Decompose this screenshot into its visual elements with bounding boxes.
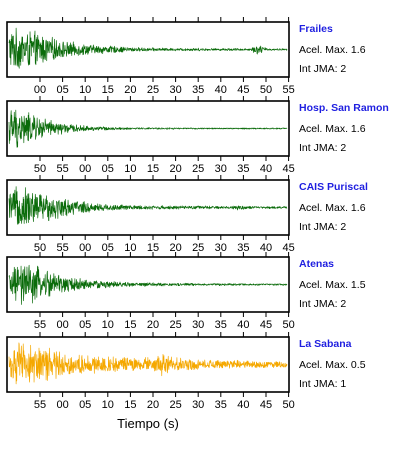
x-tick-label: 05 <box>102 163 114 175</box>
x-tick-label: 25 <box>169 319 181 331</box>
x-tick-label: 10 <box>124 242 136 254</box>
x-tick-label: 50 <box>282 399 294 411</box>
x-tick-label: 30 <box>192 319 204 331</box>
x-tick-label: 25 <box>147 84 159 96</box>
x-tick-label: 55 <box>282 84 294 96</box>
jma-intensity-label: Int JMA: 2 <box>299 63 346 75</box>
waveform-trace <box>8 27 288 69</box>
max-acceleration-label: Acel. Max. 1.6 <box>299 123 366 135</box>
x-tick-label: 40 <box>237 319 249 331</box>
x-tick-label: 55 <box>34 399 46 411</box>
x-tick-label: 00 <box>34 84 46 96</box>
x-tick-label: 05 <box>79 399 91 411</box>
x-tick-label: 30 <box>169 84 181 96</box>
station-panel: 55 00 05 10 15 20 25 30 35 40 45 50 La Sabana Acel. M… <box>6 332 366 411</box>
x-tick-label: 25 <box>169 399 181 411</box>
x-tick-label: 35 <box>237 242 249 254</box>
jma-intensity-label: Int JMA: 2 <box>299 298 346 310</box>
waveform-trace <box>8 264 288 305</box>
x-tick-label: 30 <box>215 163 227 175</box>
station-panel: 55 00 05 10 15 20 25 30 35 40 45 50 Atenas Acel. Max.… <box>6 252 366 331</box>
x-tick-label: 20 <box>169 163 181 175</box>
x-tick-label: 40 <box>215 84 227 96</box>
waveform-trace <box>8 186 288 225</box>
x-tick-label: 30 <box>215 242 227 254</box>
station-name: Hosp. San Ramon <box>299 102 389 114</box>
jma-intensity-label: Int JMA: 1 <box>299 378 346 390</box>
x-tick-label: 55 <box>56 242 68 254</box>
x-tick-label: 55 <box>34 319 46 331</box>
waveform-trace <box>8 342 288 385</box>
x-tick-label: 45 <box>260 319 272 331</box>
station-name: CAIS Puriscal <box>299 181 368 193</box>
x-tick-label: 40 <box>237 399 249 411</box>
x-tick-label: 15 <box>147 242 159 254</box>
x-tick-label: 10 <box>102 399 114 411</box>
x-tick-label: 35 <box>192 84 204 96</box>
x-tick-label: 00 <box>79 242 91 254</box>
x-tick-label: 55 <box>56 163 68 175</box>
station-name: Atenas <box>299 258 334 270</box>
x-tick-label: 00 <box>56 319 68 331</box>
x-tick-label: 10 <box>79 84 91 96</box>
x-tick-label: 45 <box>282 242 294 254</box>
x-tick-label: 20 <box>147 399 159 411</box>
x-tick-label: 35 <box>237 163 249 175</box>
station-panel: 00 05 10 15 20 25 30 35 40 45 50 55 Frailes Acel. Max… <box>6 17 366 96</box>
x-tick-label: 10 <box>124 163 136 175</box>
x-tick-label: 50 <box>282 319 294 331</box>
x-tick-label: 05 <box>56 84 68 96</box>
x-tick-label: 05 <box>79 319 91 331</box>
x-tick-label: 45 <box>282 163 294 175</box>
max-acceleration-label: Acel. Max. 1.5 <box>299 279 366 291</box>
station-name: La Sabana <box>299 338 352 350</box>
x-tick-label: 35 <box>215 399 227 411</box>
x-tick-label: 40 <box>260 242 272 254</box>
x-tick-label: 50 <box>34 163 46 175</box>
waveform-trace <box>8 109 288 148</box>
x-tick-label: 05 <box>102 242 114 254</box>
jma-intensity-label: Int JMA: 2 <box>299 142 346 154</box>
x-tick-label: 20 <box>169 242 181 254</box>
x-tick-label: 45 <box>237 84 249 96</box>
x-tick-label: 00 <box>79 163 91 175</box>
station-panel: 50 55 00 05 10 15 20 25 30 35 40 45 Hosp. San Ramon A… <box>6 96 389 175</box>
x-tick-label: 15 <box>124 319 136 331</box>
x-tick-label: 40 <box>260 163 272 175</box>
x-tick-label: 00 <box>56 399 68 411</box>
x-tick-label: 45 <box>260 399 272 411</box>
x-axis-label: Tiempo (s) <box>117 416 179 431</box>
x-tick-label: 20 <box>124 84 136 96</box>
x-tick-label: 15 <box>102 84 114 96</box>
jma-intensity-label: Int JMA: 2 <box>299 221 346 233</box>
x-tick-label: 10 <box>102 319 114 331</box>
max-acceleration-label: Acel. Max. 1.6 <box>299 44 366 56</box>
x-tick-label: 15 <box>124 399 136 411</box>
x-tick-label: 15 <box>147 163 159 175</box>
x-tick-label: 50 <box>260 84 272 96</box>
x-tick-label: 20 <box>147 319 159 331</box>
x-tick-label: 30 <box>192 399 204 411</box>
x-tick-label: 25 <box>192 163 204 175</box>
max-acceleration-label: Acel. Max. 0.5 <box>299 359 366 371</box>
x-tick-label: 35 <box>215 319 227 331</box>
max-acceleration-label: Acel. Max. 1.6 <box>299 202 366 214</box>
x-tick-label: 50 <box>34 242 46 254</box>
x-tick-label: 25 <box>192 242 204 254</box>
station-panel: 50 55 00 05 10 15 20 25 30 35 40 45 CAIS Puriscal Ace… <box>6 175 368 254</box>
station-name: Frailes <box>299 23 333 35</box>
